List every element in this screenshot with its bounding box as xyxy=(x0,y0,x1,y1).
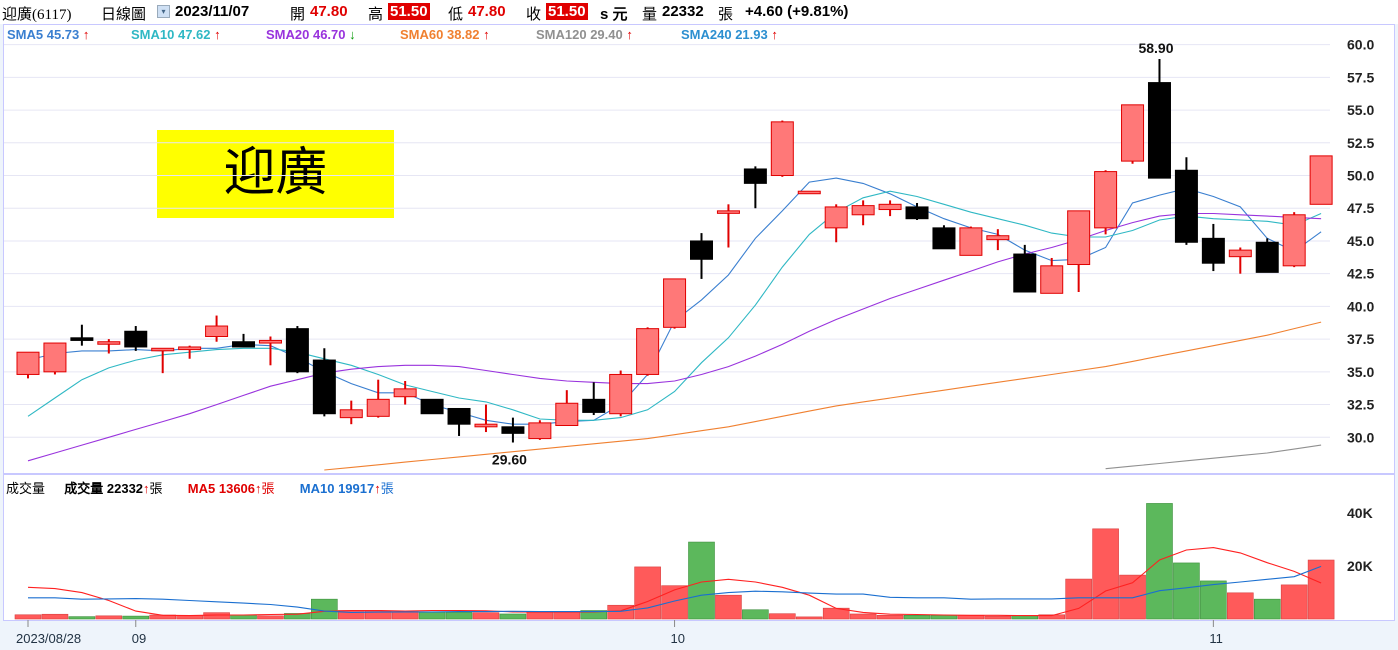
x-tick-label: 2023/08/28 xyxy=(16,631,81,646)
unit-label: s 元 xyxy=(600,6,628,23)
arrow-down-icon: ↓ xyxy=(349,27,356,42)
close-value: 51.50 xyxy=(546,3,588,20)
dropdown-icon[interactable]: ▾ xyxy=(157,5,170,18)
ma-legend-3: SMA60 38.82 ↑ xyxy=(400,27,490,42)
open-value: 47.80 xyxy=(310,3,348,20)
ma10-vol-unit: 張 xyxy=(380,481,394,496)
period-label: 日線圖 xyxy=(101,6,147,23)
ma-legend-0: SMA5 45.73 ↑ xyxy=(7,27,89,42)
low-value: 47.80 xyxy=(468,3,506,20)
arrow-up-icon: ↑ xyxy=(483,27,490,42)
ma-legend-2: SMA20 46.70 ↓ xyxy=(266,27,356,42)
arrow-up-icon: ↑ xyxy=(374,481,381,496)
ma10-vol-label: MA10 19917 xyxy=(299,481,375,496)
quote-date: 2023/11/07 xyxy=(175,3,250,20)
ma5-vol-unit: 張 xyxy=(261,481,275,496)
sma20-label: SMA20 46.70 xyxy=(266,27,346,42)
volume-value: 22332 xyxy=(662,3,704,20)
x-tick-label: 10 xyxy=(671,631,685,646)
stock-label-box: 迎廣 xyxy=(157,130,394,218)
price-panel: SMA5 45.73 ↑ SMA10 47.62 ↑ SMA20 46.70 ↓… xyxy=(3,24,1395,474)
high-label: 高 xyxy=(368,6,384,23)
arrow-up-icon: ↑ xyxy=(143,481,150,496)
ma-legend-1: SMA10 47.62 ↑ xyxy=(131,27,221,42)
arrow-up-icon: ↑ xyxy=(82,27,90,42)
sma120-label: SMA120 29.40 xyxy=(536,27,623,42)
close-label: 收 xyxy=(526,6,542,23)
arrow-up-icon: ↑ xyxy=(214,27,221,42)
volume-panel: 成交量 成交量 22332↑張 MA5 13606↑張 MA10 19917↑張 xyxy=(3,474,1395,621)
arrow-up-icon: ↑ xyxy=(771,27,778,42)
ma-legend-4: SMA120 29.40 ↑ xyxy=(536,27,633,42)
sma10-label: SMA10 47.62 xyxy=(131,27,211,42)
volume-unit: 張 xyxy=(718,6,734,23)
change-value: +4.60 (+9.81%) xyxy=(745,3,849,20)
ma-legend-5: SMA240 21.93 ↑ xyxy=(681,27,778,42)
high-value: 51.50 xyxy=(388,3,430,20)
stock-name: 迎廣(6117) xyxy=(2,7,72,23)
sma5-label: SMA5 45.73 xyxy=(7,27,80,42)
low-label: 低 xyxy=(448,6,464,23)
arrow-up-icon: ↑ xyxy=(626,27,633,42)
x-tick-label: 09 xyxy=(132,631,146,646)
sma60-label: SMA60 38.82 xyxy=(400,27,480,42)
quote-header: 迎廣(6117) 日線圖 ▾ 2023/11/07 開 47.80 高 51.5… xyxy=(0,0,1398,24)
open-label: 開 xyxy=(290,6,306,23)
vol-title: 成交量 xyxy=(6,481,46,496)
arrow-up-icon: ↑ xyxy=(255,481,262,496)
ma5-vol-label: MA5 13606 xyxy=(187,481,256,496)
vol-unit: 張 xyxy=(149,481,163,496)
vol-value: 成交量 22332 xyxy=(64,481,144,496)
sma240-label: SMA240 21.93 xyxy=(681,27,768,42)
x-tick-label: 11 xyxy=(1209,631,1223,646)
volume-label: 量 xyxy=(642,6,658,23)
vol-legend: 成交量 成交量 22332↑張 MA5 13606↑張 MA10 19917↑張 xyxy=(6,478,394,497)
